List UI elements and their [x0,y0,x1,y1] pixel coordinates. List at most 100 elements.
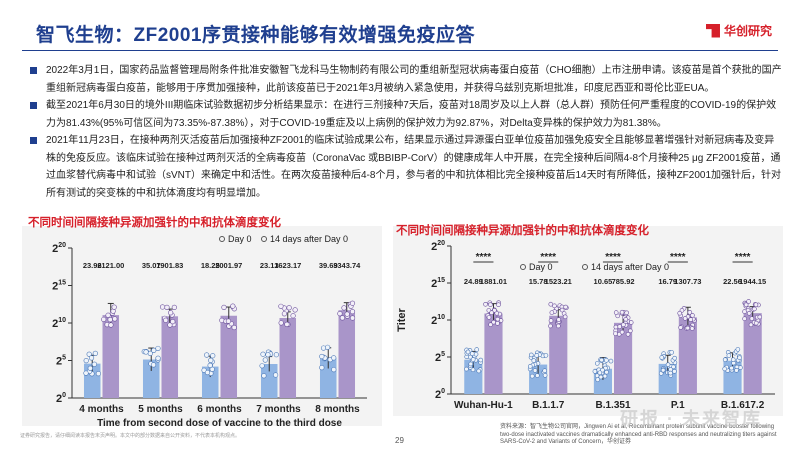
data-label: 1523.21 [545,277,572,286]
data-point [672,355,677,361]
data-point [155,355,161,361]
data-point [534,353,539,358]
data-point [320,345,327,351]
data-point [341,305,347,311]
data-point [668,370,673,376]
data-point [278,320,284,326]
data-point [599,357,604,363]
data-point [562,314,568,320]
data-point [225,318,232,324]
data-point [112,316,118,322]
data-point [325,344,331,350]
data-point [108,322,114,328]
data-point [209,366,215,372]
data-label: 1944.15 [739,277,766,286]
data-point [319,365,325,371]
data-point [111,304,117,310]
data-point [542,373,548,378]
data-point [349,315,356,321]
data-label: 23.96 [83,261,102,270]
data-point [261,373,267,379]
data-point [262,357,268,363]
data-point [488,302,493,307]
bar [614,322,633,394]
data-point [531,358,537,363]
legend-marker [261,236,267,242]
data-point [619,309,625,315]
data-point [623,317,629,322]
data-point [95,371,102,377]
x-tick-label: B.1.617.2 [721,400,765,411]
y-tick-label: 215 [52,280,66,293]
data-point [92,350,98,356]
y-tick-label: 220 [52,242,66,255]
data-point [749,316,755,321]
bullet-icon [30,137,37,144]
data-point [331,355,337,361]
data-point [273,352,279,358]
data-point [737,355,742,360]
data-point [527,364,533,369]
data-point [488,322,493,327]
data-point [752,306,757,312]
data-point [556,317,562,322]
data-point [231,324,237,331]
data-label: 1623.17 [274,261,301,270]
data-point [468,361,474,367]
data-point [621,322,626,328]
data-label: 16.79 [658,277,677,286]
bullet-item: 2022年3月1日，国家药品监督管理局附条件批准安徽智飞龙科马生物制药有限公司的… [30,62,782,97]
data-point [726,353,732,358]
data-point [678,325,683,330]
x-tick-label: P.1 [671,400,685,411]
data-point [150,362,157,368]
data-point [563,304,568,310]
chart-panel-right [393,226,783,416]
data-point [273,372,279,378]
x-tick-label: 7 months [256,404,301,415]
data-label: 24.89 [464,277,483,286]
data-label: 3343.74 [333,261,361,270]
data-point [628,328,633,334]
data-point [677,310,683,316]
chart-left: 20 25 210 215 220 Day 0 14 days after Day 0 23.… [52,234,367,426]
data-point [259,363,265,369]
data-point [204,352,210,358]
data-point [682,316,688,321]
data-point [339,315,345,321]
y-tick-label: 25 [435,351,445,364]
data-point [685,325,691,331]
data-point [604,369,609,375]
bar [484,313,503,394]
data-point [753,302,759,308]
data-point [600,367,605,373]
data-point [722,366,727,372]
page-title: 智飞生物：ZF2001序贯接种能够有效增强免疫应答 [36,25,475,46]
logo-icon [705,23,720,38]
footer-disclaimer: 证券研究报告，请仔细阅读本报告末页声明。本文中的部分数据来自公开资料，不代表本机… [20,433,241,439]
bar [338,310,356,398]
data-point [349,308,356,315]
data-point [167,322,173,328]
x-tick-label: B.1.351 [595,400,630,411]
data-point [208,357,214,363]
data-point [687,310,693,315]
data-point [159,304,166,310]
data-point [625,331,631,337]
data-point [669,350,674,355]
bar [279,318,297,398]
data-point [542,368,547,374]
bullet-icon [30,67,37,74]
data-label: 1881.01 [480,277,507,286]
data-point [107,316,113,323]
data-point [619,329,625,335]
data-point [87,365,93,371]
data-point [660,367,666,373]
chart-title-right: 不同时间间隔接种异源加强针的中和抗体滴度变化 [396,225,649,237]
bar [161,316,179,398]
data-point [548,301,554,307]
data-point [690,313,695,318]
bar [142,359,160,398]
data-label: 15.78 [529,277,548,286]
data-point [613,310,619,315]
